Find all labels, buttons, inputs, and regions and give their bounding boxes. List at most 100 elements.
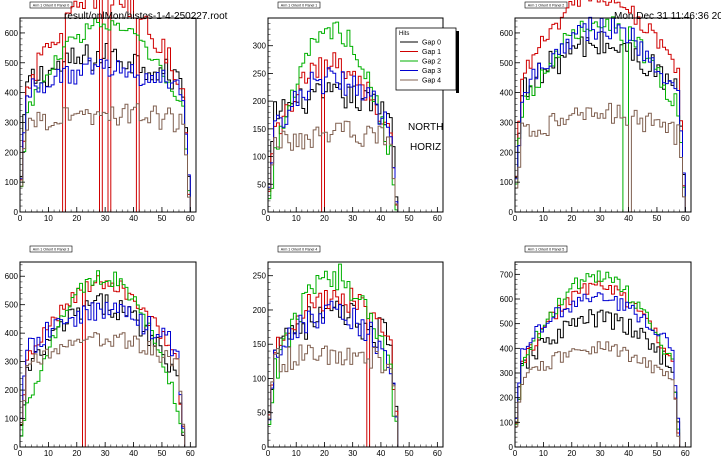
y-tick-label: 200	[500, 394, 514, 403]
y-tick-label: 600	[500, 29, 514, 38]
y-tick-label: 600	[5, 29, 19, 38]
legend-entry: Gap 2	[422, 59, 441, 66]
horiz-label: HORIZ	[410, 142, 441, 153]
histogram-panel-2: Arm 1 Orient 0 Panel 20 10 20 30 40 50 6001002…	[500, 0, 692, 223]
x-tick-label: 20	[320, 214, 329, 223]
x-tick-label: 30	[348, 449, 357, 458]
y-tick-label: 500	[500, 59, 514, 68]
y-tick-label: 150	[253, 340, 267, 349]
y-tick-label: 400	[5, 89, 19, 98]
x-tick-label: 60	[186, 449, 195, 458]
north-label: NORTH	[408, 122, 443, 133]
series-line-gap3	[267, 67, 399, 212]
x-tick-label: 30	[101, 214, 110, 223]
panel-title: Arm 1 Orient 0 Panel 2	[528, 4, 565, 8]
x-tick-label: 50	[157, 449, 166, 458]
series-line-gap1	[19, 0, 191, 213]
series-line-gap1	[514, 280, 681, 447]
x-tick-label: 20	[72, 214, 81, 223]
y-tick-label: 100	[253, 153, 267, 162]
y-tick-label: 100	[5, 178, 19, 187]
plot-frame	[267, 261, 444, 448]
x-tick-label: 40	[376, 449, 385, 458]
y-tick-label: 0	[509, 208, 514, 217]
plot-frame	[267, 17, 444, 213]
x-tick-label: 40	[129, 449, 138, 458]
y-tick-label: 100	[253, 374, 267, 383]
x-tick-label: 10	[539, 214, 548, 223]
histogram-panel-4: Arm 1 Orient 0 Panel 4 0 10 20 30 40 50 60 0 50 10…	[253, 245, 444, 458]
panel-title: Arm 1 Orient 0 Panel 0	[33, 4, 70, 8]
histogram-panel-3: Arm 1 Orient 0 Panel 30 10 20 30 40 50 6001002…	[5, 245, 197, 458]
legend-entry: Gap 0	[422, 40, 441, 47]
legend-title: Hits	[399, 31, 409, 37]
legend-shadow	[456, 31, 459, 93]
y-tick-label: 200	[500, 148, 514, 157]
y-tick-label: 200	[5, 148, 19, 157]
series-line-gap2	[514, 270, 681, 447]
series-line-gap3	[267, 300, 399, 447]
x-tick-label: 60	[681, 214, 690, 223]
x-tick-label: 0	[513, 214, 518, 223]
x-tick-label: 50	[652, 214, 661, 223]
x-tick-label: 20	[567, 449, 576, 458]
series-line-gap1	[19, 275, 186, 448]
y-tick-label: 200	[253, 97, 267, 106]
y-tick-label: 700	[500, 270, 514, 279]
x-tick-label: 60	[681, 449, 690, 458]
x-tick-label: 40	[624, 214, 633, 223]
series-line-gap0	[514, 309, 681, 447]
x-tick-label: 10	[44, 449, 53, 458]
series-line-gap4	[19, 103, 191, 212]
x-tick-label: 0	[266, 449, 271, 458]
legend-entry: Gap 1	[422, 49, 441, 56]
y-tick-label: 200	[5, 386, 19, 395]
y-tick-label: 150	[253, 125, 267, 134]
y-tick-label: 200	[253, 306, 267, 315]
y-tick-label: 0	[509, 443, 514, 452]
panel-title-box	[524, 1, 568, 9]
y-tick-label: 400	[500, 89, 514, 98]
plot-frame	[19, 17, 197, 213]
y-tick-label: 0	[14, 443, 19, 452]
x-tick-label: 10	[44, 214, 53, 223]
y-tick-label: 600	[500, 295, 514, 304]
x-tick-label: 20	[567, 214, 576, 223]
series-line-gap1	[267, 287, 399, 448]
x-tick-label: 60	[433, 214, 442, 223]
histogram-panel-5: Arm 1 Orient 0 Panel 50 10 20 30 40 50 6001002…	[500, 245, 692, 458]
series-line-gap3	[514, 292, 681, 447]
y-tick-label: 50	[257, 180, 266, 189]
y-tick-label: 250	[253, 69, 267, 78]
y-tick-label: 0	[14, 208, 19, 217]
x-tick-label: 0	[18, 449, 23, 458]
plot-frame	[514, 261, 692, 448]
x-tick-label: 30	[596, 449, 605, 458]
panel-title: Arm 1 Orient 0 Panel 4	[281, 248, 318, 252]
x-tick-label: 50	[157, 214, 166, 223]
series-line-gap4	[267, 344, 399, 447]
y-tick-label: 250	[253, 272, 267, 281]
x-tick-label: 60	[186, 214, 195, 223]
y-tick-label: 50	[257, 409, 266, 418]
panel-title-box	[29, 245, 73, 253]
x-tick-label: 40	[376, 214, 385, 223]
file-label: result/onlMon/histos-1-4-250227.root	[64, 11, 228, 22]
panel-title-box	[277, 1, 321, 9]
x-tick-label: 40	[129, 214, 138, 223]
legend: Hits Gap 0 Gap 1 Gap 2 Gap 3 Gap 4	[395, 27, 459, 93]
y-tick-label: 300	[5, 358, 19, 367]
y-tick-label: 400	[5, 329, 19, 338]
series-line-gap3	[19, 57, 191, 212]
x-tick-label: 50	[405, 214, 414, 223]
legend-entry: Gap 3	[422, 68, 441, 75]
series-line-gap2	[19, 270, 186, 447]
x-tick-label: 50	[405, 449, 414, 458]
x-tick-label: 20	[320, 449, 329, 458]
series-line-gap2	[267, 21, 399, 212]
y-tick-label: 100	[500, 178, 514, 187]
x-tick-label: 30	[101, 449, 110, 458]
x-tick-label: 30	[348, 214, 357, 223]
panel-title: Arm 1 Orient 0 Panel 5	[528, 248, 565, 252]
